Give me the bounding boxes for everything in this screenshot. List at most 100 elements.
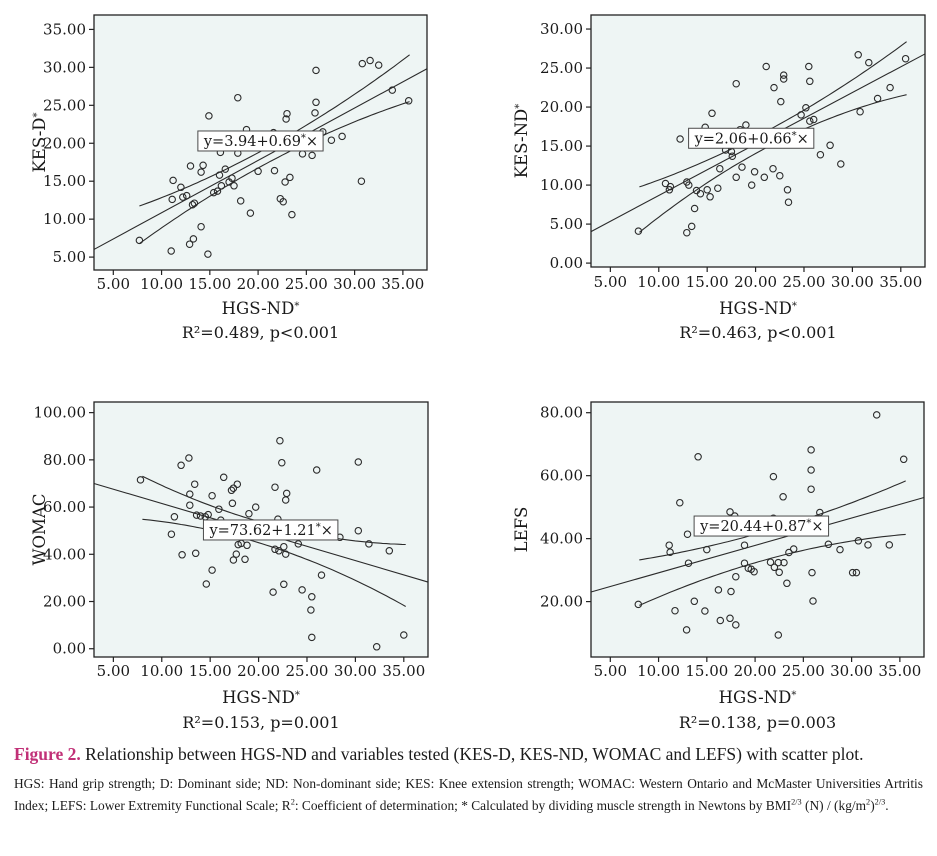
data-point — [245, 509, 253, 518]
data-point — [358, 59, 367, 68]
y-tick-label: 5.00 — [53, 248, 86, 266]
equation-box — [202, 519, 339, 541]
data-point — [824, 540, 833, 549]
data-point — [769, 164, 777, 173]
data-point — [666, 182, 675, 191]
confidence-band-lower — [139, 101, 410, 245]
data-point — [785, 548, 793, 557]
data-point — [716, 164, 724, 173]
y-axis-label: LEFS — [512, 507, 531, 553]
data-point — [354, 526, 363, 535]
data-point — [286, 173, 294, 182]
equation-label: y=2.06+0.66*​× — [694, 130, 809, 147]
x-tick-label: 35.00 — [381, 275, 424, 293]
data-point — [864, 541, 872, 549]
y-tick-label: 100.00 — [34, 404, 87, 422]
data-point — [776, 171, 784, 180]
y-axis-label: KES-ND*​ — [512, 104, 531, 179]
data-point — [732, 173, 740, 182]
stats-label: R²=0.463, p<0.001 — [679, 323, 836, 342]
data-point — [732, 79, 740, 88]
data-point — [774, 558, 783, 567]
equation-box — [197, 130, 324, 152]
data-point — [666, 548, 674, 556]
data-point — [683, 530, 692, 538]
data-point — [308, 593, 316, 601]
data-point — [196, 512, 205, 520]
scatter-panel-kes-nd: y=2.06+0.66*​× 5.00 10.00 15.00 20.00 25.00 30… — [512, 14, 926, 342]
data-point — [683, 228, 691, 237]
data-point — [246, 209, 255, 217]
data-point — [826, 141, 834, 150]
data-point — [185, 240, 194, 248]
data-point — [797, 111, 805, 119]
y-tick-label: 15.00 — [43, 172, 86, 190]
data-point — [703, 545, 711, 554]
x-tick-label: 15.00 — [188, 275, 231, 293]
data-point — [366, 56, 374, 65]
scatter-panel-womac: y=73.62+1.21*​× 5.00 10.00 15.00 20.00 25.00 3… — [30, 401, 429, 732]
data-point — [230, 182, 238, 190]
y-tick-label: 15.00 — [540, 137, 583, 155]
data-point — [308, 633, 316, 642]
data-point — [271, 483, 279, 491]
data-point — [779, 71, 788, 79]
x-tick-label: 30.00 — [831, 273, 874, 291]
data-point — [671, 606, 679, 615]
y-tick-label: 60.00 — [43, 498, 86, 516]
data-point — [807, 446, 815, 454]
y-tick-label: 60.00 — [540, 467, 583, 485]
data-point — [177, 461, 185, 470]
data-point — [885, 541, 894, 549]
data-point — [338, 132, 346, 141]
confidence-band-lower — [142, 518, 406, 607]
data-point — [708, 109, 716, 118]
x-axis-label: HGS-ND*​ — [719, 299, 797, 318]
data-point — [706, 193, 714, 201]
data-point — [327, 136, 336, 144]
data-point — [374, 61, 383, 69]
data-point — [228, 174, 236, 182]
x-axis-label: HGS-ND*​ — [222, 688, 300, 707]
y-tick-label: 0.00 — [550, 254, 583, 272]
caption-footnote: HGS: Hand grip strength; D: Dominant sid… — [14, 776, 923, 813]
data-point — [770, 83, 778, 92]
data-point — [136, 476, 145, 484]
data-point — [276, 436, 284, 445]
data-point — [186, 501, 194, 509]
y-axis-label: KES-D*​ — [30, 112, 49, 172]
data-point — [634, 227, 643, 235]
data-point — [808, 568, 816, 577]
data-point — [714, 586, 723, 594]
data-point — [762, 62, 770, 71]
data-point — [372, 643, 381, 651]
data-point — [726, 614, 734, 623]
data-point — [197, 168, 205, 176]
data-point — [760, 173, 769, 182]
data-point — [312, 98, 320, 107]
data-point — [312, 66, 320, 75]
caption-text: Relationship between HGS-ND and variable… — [85, 744, 864, 764]
data-point — [167, 530, 176, 538]
data-point — [775, 568, 783, 577]
data-point — [682, 626, 691, 634]
plot-frame — [93, 401, 429, 658]
data-point — [182, 191, 191, 200]
data-point — [816, 150, 825, 159]
data-point — [701, 607, 709, 615]
data-point — [738, 163, 746, 171]
data-point — [192, 511, 201, 519]
data-point — [178, 551, 186, 559]
data-point — [204, 510, 212, 519]
data-point — [774, 631, 783, 639]
x-tick-label: 20.00 — [734, 662, 777, 680]
fit-line — [590, 496, 925, 593]
x-tick-label: 30.00 — [333, 275, 376, 293]
data-point — [288, 210, 296, 219]
y-tick-label: 30.00 — [540, 20, 583, 38]
data-point — [769, 472, 778, 481]
data-point — [750, 567, 758, 576]
y-tick-label: 5.00 — [550, 215, 583, 233]
data-point — [690, 204, 699, 213]
